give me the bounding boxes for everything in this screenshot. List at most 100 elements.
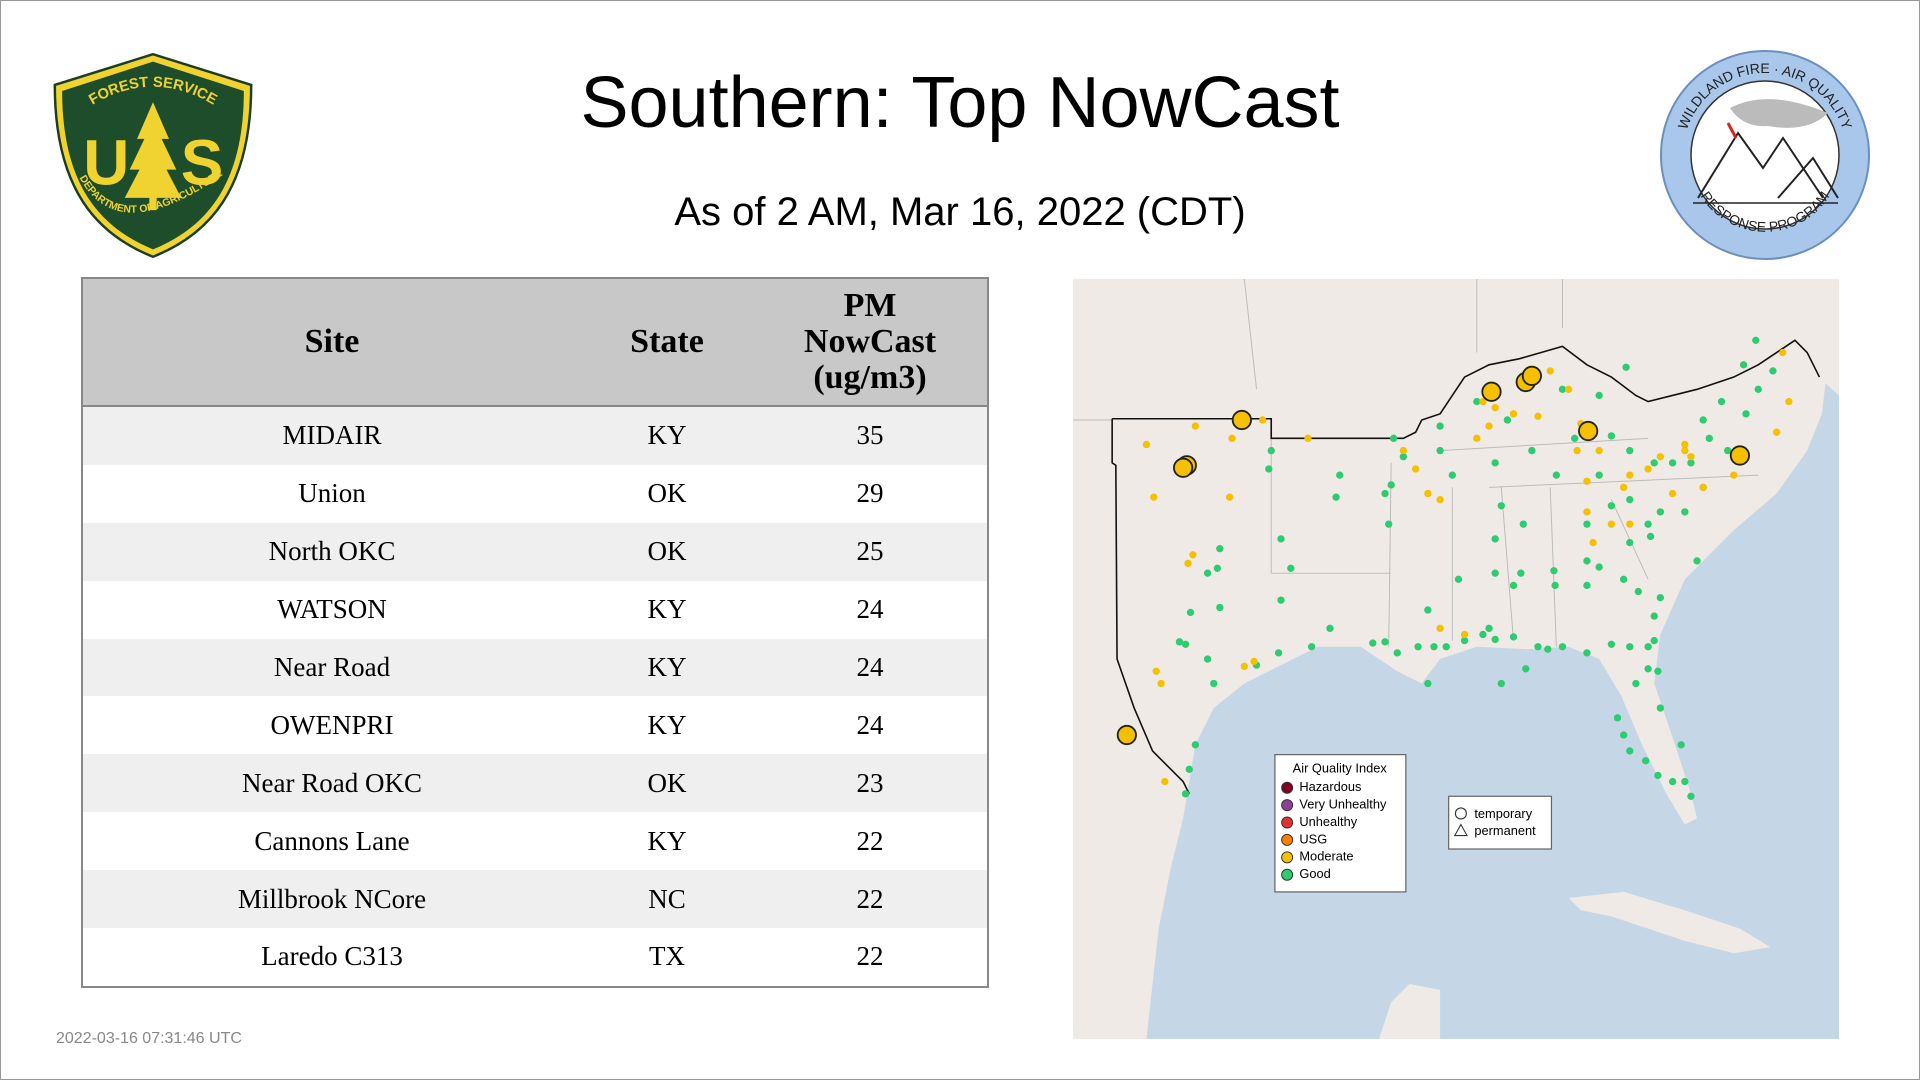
site-marker — [1424, 489, 1432, 498]
site-marker — [1304, 434, 1312, 443]
site-marker — [1491, 535, 1499, 543]
site-marker — [1626, 446, 1634, 455]
logo-letter: S — [181, 126, 224, 198]
site-marker — [1460, 636, 1469, 645]
site-marker — [1534, 412, 1542, 420]
site-marker — [1381, 638, 1389, 646]
nowcast-table: Site State PM NowCast (ug/m3) MIDAIR KY 35… — [81, 277, 989, 988]
site-marker — [1448, 471, 1456, 479]
site-marker — [1687, 459, 1695, 467]
table-row: WATSON KY 24 — [82, 581, 988, 639]
site-marker — [1619, 731, 1628, 739]
site-marker — [1393, 649, 1401, 657]
site-marker — [1730, 471, 1738, 479]
site-marker — [1186, 608, 1195, 617]
site-marker — [1626, 747, 1634, 755]
site-marker — [1442, 643, 1450, 651]
site-marker — [1754, 385, 1762, 393]
site-marker — [1414, 643, 1422, 651]
site-marker — [1705, 434, 1713, 443]
state-cell: KY — [581, 638, 753, 697]
site-marker — [1632, 679, 1640, 688]
site-marker — [1613, 714, 1622, 722]
site-marker — [1528, 446, 1536, 455]
legend-swatch — [1281, 781, 1294, 794]
site-marker — [1551, 581, 1559, 590]
site-marker — [1436, 624, 1444, 633]
site-marker — [1473, 434, 1481, 443]
site-marker — [1646, 532, 1655, 541]
legend-label: permanent — [1474, 823, 1536, 838]
column-header: Site — [82, 278, 581, 407]
site-marker — [1216, 545, 1224, 553]
site-marker — [1583, 508, 1591, 516]
site-marker — [1650, 459, 1658, 467]
site-marker — [1607, 520, 1616, 528]
site-marker — [1656, 453, 1665, 461]
site-marker — [1583, 649, 1591, 657]
value-cell: 25 — [753, 522, 988, 581]
site-marker — [1332, 493, 1340, 501]
site-marker — [1436, 446, 1444, 455]
site-marker — [1644, 520, 1652, 528]
site-marker — [1681, 508, 1689, 516]
site-marker — [1228, 434, 1236, 443]
site-marker — [1517, 569, 1525, 577]
site-marker — [1589, 538, 1597, 547]
site-marker — [1769, 367, 1777, 375]
site-marker — [1277, 596, 1285, 604]
subtitle: As of 2 AM, Mar 16, 2022 (CDT) — [674, 190, 1246, 234]
site-marker — [1231, 409, 1252, 431]
site-marker — [1491, 635, 1499, 644]
site-marker — [1385, 520, 1393, 528]
site-marker — [1644, 665, 1652, 673]
site-marker — [1626, 495, 1634, 504]
site-marker — [1656, 704, 1665, 712]
table-row: Laredo C313 TX 22 — [82, 928, 988, 987]
site-marker — [1191, 422, 1200, 430]
site-marker — [1583, 520, 1591, 528]
map: Air Quality Index Hazardous Very Unhealthy… — [1073, 279, 1839, 1039]
site-marker — [1116, 724, 1137, 746]
site-marker — [1454, 575, 1463, 583]
column-header: PM NowCast (ug/m3) — [753, 278, 988, 407]
site-cell: Near Road — [82, 638, 581, 697]
site-marker — [1583, 557, 1591, 565]
header-row: Site State PM NowCast (ug/m3) — [82, 278, 988, 407]
site-marker — [1785, 397, 1793, 406]
site-marker — [1699, 483, 1707, 492]
table-row: North OKC OK 25 — [82, 522, 988, 581]
site-marker — [1485, 624, 1493, 633]
site-marker — [1191, 741, 1200, 749]
site-marker — [1626, 471, 1634, 479]
site-marker — [1644, 465, 1652, 473]
site-cell: MIDAIR — [82, 406, 581, 465]
site-marker — [1739, 361, 1748, 369]
site-marker — [1626, 643, 1634, 651]
site-marker — [1650, 636, 1658, 645]
value-cell: 22 — [856, 941, 884, 972]
site-marker — [1521, 365, 1542, 386]
site-marker — [1571, 434, 1579, 443]
site-cell: Millbrook NCore — [82, 870, 581, 929]
site-marker — [1654, 771, 1662, 780]
site-marker — [1336, 471, 1344, 479]
site-marker — [1203, 655, 1212, 663]
legend-label: Good — [1299, 866, 1330, 881]
site-marker — [1583, 477, 1591, 485]
timestamp: 2022-03-16 07:31:46 UTC — [56, 1030, 242, 1047]
value-cell: 24 — [753, 638, 988, 697]
site-marker — [1564, 385, 1573, 393]
site-marker — [1181, 790, 1190, 798]
column-header-text: PM NowCast (ug/m3) — [803, 287, 937, 396]
state-cell: OK — [581, 522, 753, 581]
site-marker — [1656, 508, 1665, 516]
site-marker — [1491, 569, 1499, 577]
logo-letter: U — [83, 126, 129, 198]
site-marker — [1509, 633, 1518, 641]
site-marker — [1184, 559, 1192, 568]
state-cell: KY — [647, 594, 687, 625]
site-marker — [1552, 471, 1561, 479]
site-marker — [1668, 489, 1677, 498]
